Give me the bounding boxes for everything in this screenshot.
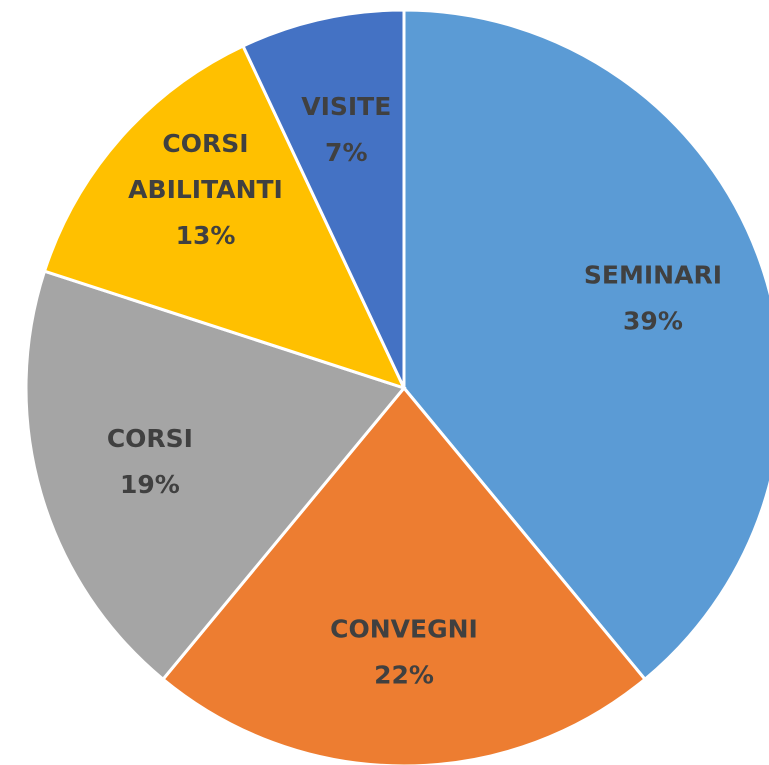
value-label: 39%: [623, 306, 683, 335]
pie-slice: [160, 385, 648, 765]
value-label: 19%: [120, 470, 180, 499]
slice-label: SEMINARI: [584, 260, 722, 289]
value-label: 13%: [176, 221, 236, 250]
pie-slice: [402, 8, 769, 682]
slice-label: CORSI ABILITANTI: [128, 129, 283, 204]
slice-label: CONVEGNI: [330, 615, 478, 644]
slice-label: CORSI: [107, 424, 193, 453]
value-label: 7%: [325, 138, 367, 167]
label-line: ABILITANTI: [128, 175, 283, 204]
slice-label: VISITE: [301, 92, 391, 121]
value-label: 22%: [374, 661, 434, 690]
pie-slice: [24, 269, 407, 682]
pie-slice: [42, 43, 407, 391]
label-line: CORSI: [162, 129, 248, 158]
pie-slice: [241, 8, 406, 389]
